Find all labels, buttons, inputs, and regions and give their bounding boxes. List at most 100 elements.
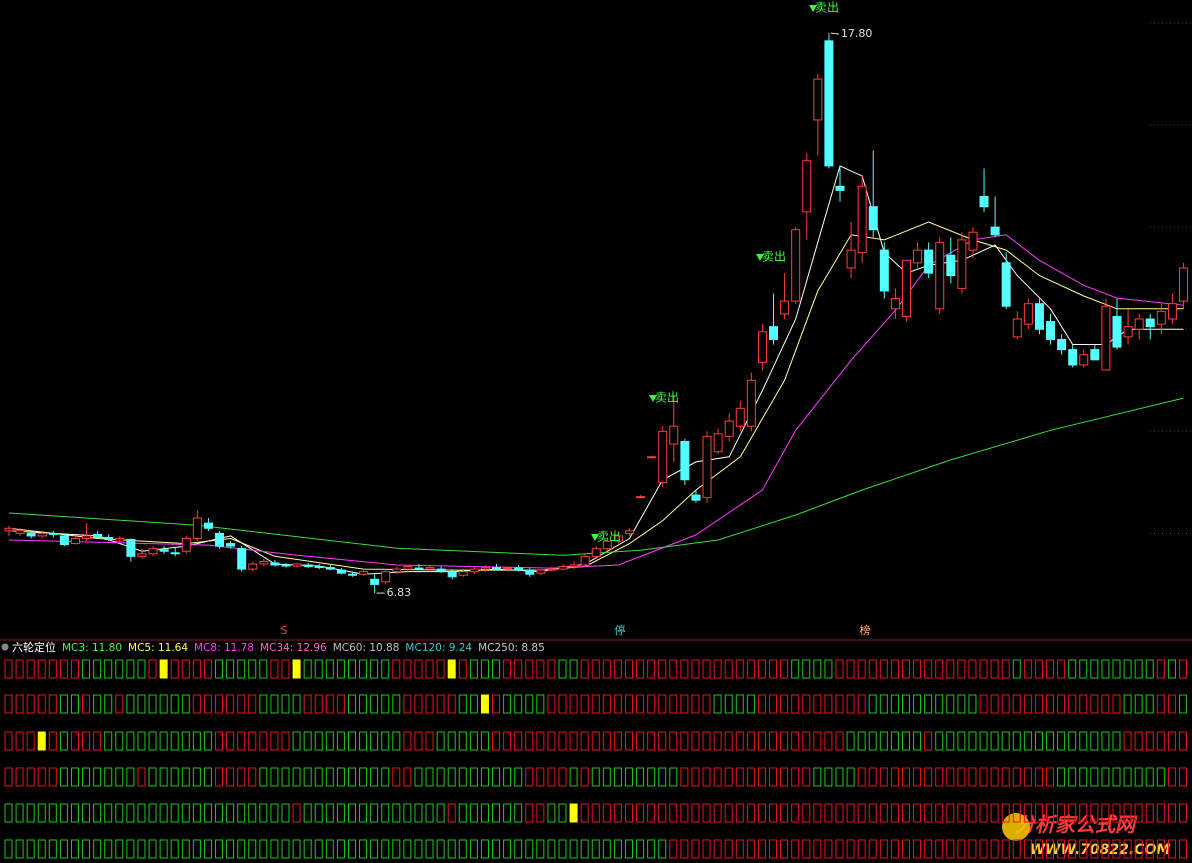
state-box bbox=[680, 839, 689, 859]
state-box bbox=[1012, 731, 1021, 751]
state-box bbox=[990, 839, 999, 859]
candle-body bbox=[381, 571, 391, 583]
state-box bbox=[170, 803, 179, 823]
state-box bbox=[115, 803, 124, 823]
state-box bbox=[647, 694, 656, 714]
ma-line bbox=[8, 234, 1184, 569]
state-box bbox=[536, 694, 545, 714]
state-box bbox=[403, 694, 412, 714]
state-box bbox=[381, 659, 390, 679]
state-box bbox=[126, 839, 135, 859]
state-box bbox=[248, 803, 257, 823]
state-box bbox=[226, 731, 235, 751]
state-box bbox=[702, 659, 711, 679]
state-box bbox=[746, 659, 755, 679]
candle-body bbox=[1068, 349, 1078, 366]
state-box bbox=[259, 659, 268, 679]
state-box bbox=[636, 767, 645, 787]
state-box bbox=[846, 731, 855, 751]
state-box bbox=[480, 839, 489, 859]
state-box bbox=[669, 731, 678, 751]
candle-body bbox=[1178, 267, 1188, 302]
candle-body bbox=[347, 573, 357, 576]
state-box bbox=[658, 803, 667, 823]
state-box bbox=[691, 659, 700, 679]
state-box bbox=[547, 694, 556, 714]
state-box bbox=[1145, 659, 1154, 679]
state-box bbox=[868, 694, 877, 714]
sell-signal: 卖出 bbox=[815, 1, 839, 15]
state-box bbox=[1167, 839, 1176, 859]
state-box bbox=[525, 839, 534, 859]
state-box bbox=[1145, 767, 1154, 787]
state-box bbox=[624, 839, 633, 859]
candle-body bbox=[137, 553, 147, 557]
state-box bbox=[813, 694, 822, 714]
state-box bbox=[1134, 803, 1143, 823]
state-box bbox=[259, 694, 268, 714]
state-box bbox=[70, 659, 79, 679]
state-box bbox=[514, 767, 523, 787]
candle-body bbox=[403, 566, 413, 570]
state-box bbox=[1145, 839, 1154, 859]
state-box bbox=[436, 839, 445, 859]
state-box bbox=[59, 767, 68, 787]
state-box bbox=[1090, 659, 1099, 679]
state-box bbox=[281, 659, 290, 679]
candle-body bbox=[924, 249, 934, 274]
state-box bbox=[137, 803, 146, 823]
state-box bbox=[1101, 839, 1110, 859]
state-box bbox=[259, 839, 268, 859]
state-box bbox=[1167, 659, 1176, 679]
candle-body bbox=[1090, 349, 1100, 361]
state-box bbox=[1034, 767, 1043, 787]
state-box bbox=[148, 839, 157, 859]
state-box bbox=[1112, 731, 1121, 751]
state-box bbox=[1134, 839, 1143, 859]
state-box bbox=[746, 767, 755, 787]
state-box bbox=[104, 659, 113, 679]
state-box bbox=[1057, 839, 1066, 859]
state-box bbox=[447, 803, 456, 823]
state-box bbox=[1046, 694, 1055, 714]
state-box bbox=[1057, 731, 1066, 751]
state-box bbox=[680, 731, 689, 751]
state-box bbox=[724, 694, 733, 714]
indicator-title: 六轮定位 bbox=[12, 640, 56, 654]
state-box bbox=[37, 659, 46, 679]
candle-body bbox=[647, 456, 657, 459]
state-box bbox=[480, 767, 489, 787]
candle-body bbox=[558, 566, 568, 570]
legend-item: MC8: 11.78 bbox=[194, 642, 254, 654]
candle-body bbox=[1134, 318, 1144, 330]
state-box bbox=[115, 839, 124, 859]
state-box bbox=[580, 659, 589, 679]
state-box bbox=[325, 659, 334, 679]
low-label: 6.83 bbox=[387, 586, 412, 599]
state-box bbox=[990, 767, 999, 787]
signal-arrow bbox=[809, 5, 817, 12]
state-box bbox=[159, 659, 168, 679]
state-box bbox=[735, 659, 744, 679]
state-box bbox=[215, 659, 224, 679]
state-box bbox=[669, 694, 678, 714]
event-marker: 榜 bbox=[860, 623, 871, 637]
state-box bbox=[181, 803, 190, 823]
state-box bbox=[1090, 803, 1099, 823]
state-box bbox=[1023, 839, 1032, 859]
candle-body bbox=[159, 549, 169, 552]
candle-body bbox=[1023, 303, 1033, 325]
state-box bbox=[104, 694, 113, 714]
state-box bbox=[868, 767, 877, 787]
state-box bbox=[148, 767, 157, 787]
state-box bbox=[569, 839, 578, 859]
state-box bbox=[347, 659, 356, 679]
state-box bbox=[359, 731, 368, 751]
candle-body bbox=[4, 527, 14, 532]
state-box bbox=[159, 731, 168, 751]
state-box bbox=[813, 803, 822, 823]
candle-body bbox=[1145, 318, 1155, 328]
candle-body bbox=[303, 564, 313, 568]
state-box bbox=[957, 767, 966, 787]
state-box bbox=[414, 767, 423, 787]
